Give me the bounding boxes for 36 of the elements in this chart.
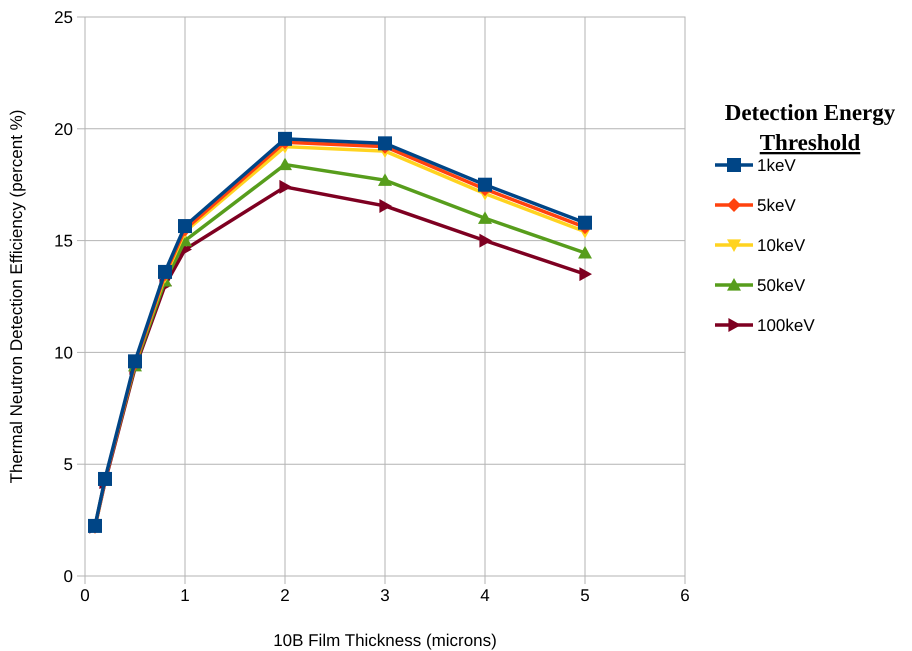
point [578,216,592,230]
x-axis-title: 10B Film Thickness (microns) [273,631,497,650]
point [378,173,392,186]
point [178,219,192,234]
x-tick-label: 3 [380,586,390,605]
x-tick-label: 2 [280,586,290,605]
x-tick-label: 4 [480,586,490,605]
x-tick-label: 5 [580,586,590,605]
x-tick-label: 1 [180,586,190,605]
point [478,211,492,224]
point [579,267,592,282]
point [128,354,142,368]
y-tick-label: 0 [64,566,73,586]
y-tick-label: 25 [54,8,73,27]
point [278,132,292,146]
y-tick-label: 15 [54,232,73,251]
y-tick-label: 5 [64,455,73,474]
y-tick-label: 10 [54,343,73,362]
legend-title: Detection Energy Threshold [724,100,896,155]
point [279,180,292,194]
point [379,198,392,213]
y-axis-title: Thermal Neutron Detection Efficiency (percent %) [7,110,26,484]
point [578,246,592,258]
x-tick-label: 6 [680,586,690,605]
y-tick-label: 20 [54,120,73,139]
legend-label: 50keV [757,276,806,295]
point [478,178,492,192]
legend-label: 1keV [757,156,796,175]
point [278,158,292,170]
point [479,234,492,248]
legend-label: 100keV [757,316,816,335]
x-tick-label: 0 [80,586,90,605]
legend-label: 5keV [757,196,796,215]
point [378,136,392,150]
point [158,264,172,279]
legend-label: 10keV [757,236,806,255]
